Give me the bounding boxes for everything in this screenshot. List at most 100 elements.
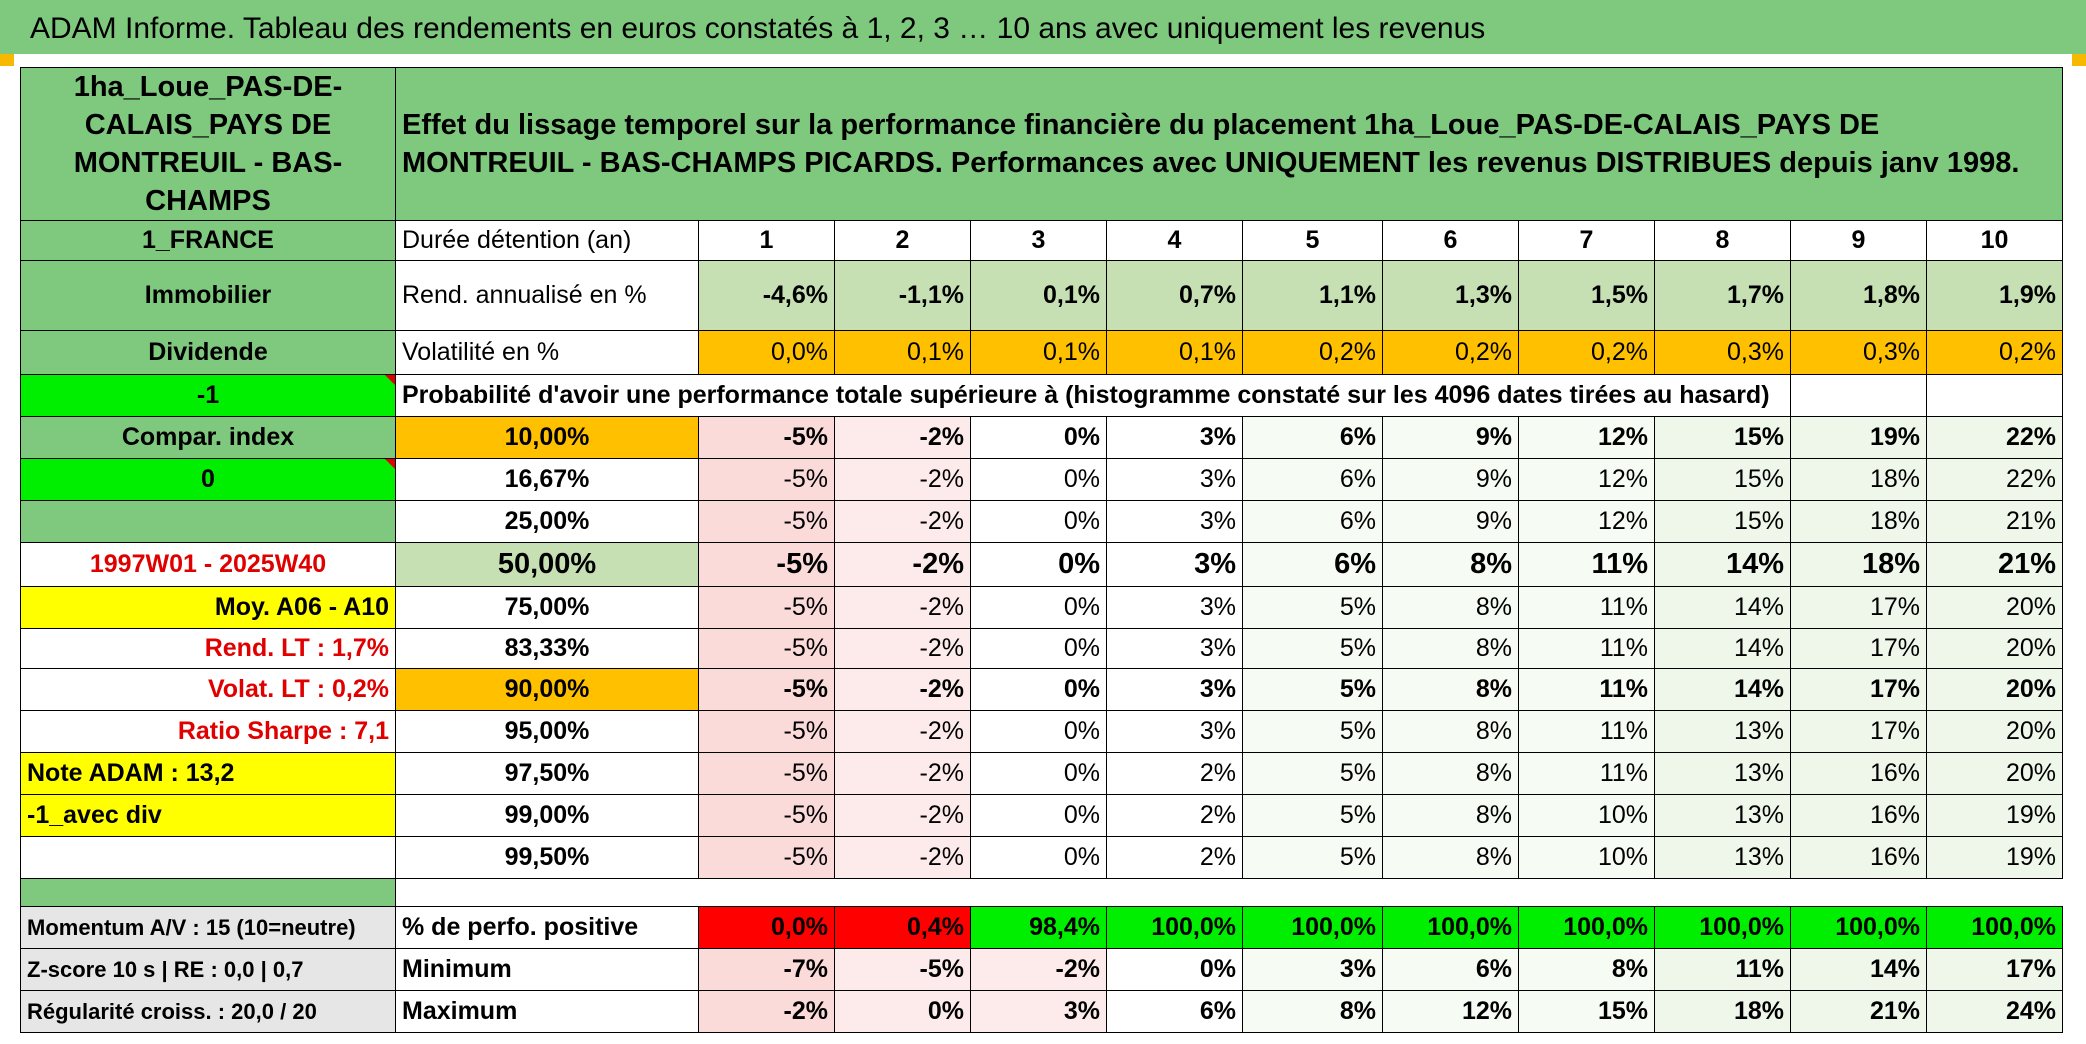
percentile-value: -2% xyxy=(834,668,971,711)
min-value: 6% xyxy=(1382,948,1519,991)
maximum-label: Maximum xyxy=(395,990,699,1033)
year-header-1: 1 xyxy=(698,220,835,261)
empty-cell xyxy=(20,836,396,879)
adam-score-cell: Note ADAM : 13,2 xyxy=(20,752,396,795)
percentile-value: 0% xyxy=(970,500,1107,543)
percentile-value: 0% xyxy=(970,752,1107,795)
max-value: 21% xyxy=(1790,990,1927,1033)
rend-value: 1,7% xyxy=(1654,260,1791,331)
percentile-value: -2% xyxy=(834,586,971,629)
volatility-value: 0,1% xyxy=(970,330,1107,375)
percentile-value: 5% xyxy=(1242,668,1383,711)
percentile-value: -2% xyxy=(834,794,971,837)
min-value: 3% xyxy=(1242,948,1383,991)
year-header-7: 7 xyxy=(1518,220,1655,261)
percentile-value: 0% xyxy=(970,668,1107,711)
max-value: 6% xyxy=(1106,990,1243,1033)
volatility-value: 0,2% xyxy=(1518,330,1655,375)
percentile-value: 12% xyxy=(1518,458,1655,501)
percentile-value: 5% xyxy=(1242,586,1383,629)
min-value: -2% xyxy=(970,948,1107,991)
corner-mark-right xyxy=(2072,54,2086,66)
percentile-value: 8% xyxy=(1382,668,1519,711)
percentile-value: 22% xyxy=(1926,416,2063,459)
percentile-value: 8% xyxy=(1382,586,1519,629)
volatility-value: 0,1% xyxy=(834,330,971,375)
volatility-value: 0,3% xyxy=(1654,330,1791,375)
percentile-value: 15% xyxy=(1654,500,1791,543)
pos-value: 100,0% xyxy=(1106,906,1243,949)
percentile-value: -5% xyxy=(698,710,835,753)
percentile-value: 14% xyxy=(1654,542,1791,587)
percentile-value: 18% xyxy=(1790,500,1927,543)
percentile-value: 19% xyxy=(1926,794,2063,837)
percentile-value: 14% xyxy=(1654,628,1791,669)
rend-value: 1,9% xyxy=(1926,260,2063,331)
rend-value: 1,1% xyxy=(1242,260,1383,331)
percentile-value: 8% xyxy=(1382,710,1519,753)
max-value: -2% xyxy=(698,990,835,1033)
percentile-value: 18% xyxy=(1790,458,1927,501)
percentile-value: 8% xyxy=(1382,542,1519,587)
table-header-text: Effet du lissage temporel sur la perform… xyxy=(395,67,2063,221)
percentile-value: 2% xyxy=(1106,752,1243,795)
percentile-label: 90,00% xyxy=(395,668,699,711)
rend-value: 1,3% xyxy=(1382,260,1519,331)
probability-label: Probabilité d'avoir une performance tota… xyxy=(395,374,1791,417)
percentile-value: 0% xyxy=(970,542,1107,587)
long-term-return-cell: Rend. LT : 1,7% xyxy=(20,628,396,669)
percentile-value: 20% xyxy=(1926,710,2063,753)
min-value: -5% xyxy=(834,948,971,991)
percentile-value: 11% xyxy=(1518,628,1655,669)
percentile-label: 16,67% xyxy=(395,458,699,501)
percentile-value: 10% xyxy=(1518,794,1655,837)
percentile-value: -5% xyxy=(698,542,835,587)
percentile-value: 12% xyxy=(1518,500,1655,543)
percentile-value: 9% xyxy=(1382,500,1519,543)
report-title: ADAM Informe. Tableau des rendements en … xyxy=(0,0,2086,54)
percentile-value: -5% xyxy=(698,586,835,629)
percentile-value: 13% xyxy=(1654,794,1791,837)
percentile-value: 13% xyxy=(1654,752,1791,795)
long-term-volatility-cell: Volat. LT : 0,2% xyxy=(20,668,396,711)
rend-value: -4,6% xyxy=(698,260,835,331)
year-header-4: 4 xyxy=(1106,220,1243,261)
percentile-value: 16% xyxy=(1790,794,1927,837)
pos-value: 100,0% xyxy=(1654,906,1791,949)
sharpe-ratio-cell: Ratio Sharpe : 7,1 xyxy=(20,710,396,753)
pos-value: 98,4% xyxy=(970,906,1107,949)
max-value: 3% xyxy=(970,990,1107,1033)
percentile-value: 13% xyxy=(1654,710,1791,753)
max-value: 15% xyxy=(1518,990,1655,1033)
percentile-value: 15% xyxy=(1654,416,1791,459)
percentile-value: -2% xyxy=(834,752,971,795)
percentile-value: 6% xyxy=(1242,458,1383,501)
percentile-value: -5% xyxy=(698,752,835,795)
percentile-value: 2% xyxy=(1106,836,1243,879)
percentile-value: -5% xyxy=(698,794,835,837)
percentile-value: 6% xyxy=(1242,542,1383,587)
percentile-value: 0% xyxy=(970,586,1107,629)
asset-name-cell: 1ha_Loue_PAS-DE-CALAIS_PAYS DE MONTREUIL… xyxy=(20,67,396,221)
percentile-value: -2% xyxy=(834,416,971,459)
percentile-value: 11% xyxy=(1518,586,1655,629)
percentile-label: 83,33% xyxy=(395,628,699,669)
percentile-value: 17% xyxy=(1790,628,1927,669)
percentile-value: 11% xyxy=(1518,668,1655,711)
max-value: 0% xyxy=(834,990,971,1033)
percentile-value: 20% xyxy=(1926,628,2063,669)
year-header-5: 5 xyxy=(1242,220,1383,261)
empty-green-cell xyxy=(20,500,396,543)
percentile-value: 10% xyxy=(1518,836,1655,879)
percentile-value: 21% xyxy=(1926,542,2063,587)
percentile-value: 15% xyxy=(1654,458,1791,501)
percentile-value: 8% xyxy=(1382,836,1519,879)
percentile-value: 11% xyxy=(1518,542,1655,587)
percentile-value: 17% xyxy=(1790,586,1927,629)
max-value: 8% xyxy=(1242,990,1383,1033)
rend-value: 0,7% xyxy=(1106,260,1243,331)
volatility-label: Volatilité en % xyxy=(395,330,699,375)
duration-label: Durée détention (an) xyxy=(395,220,699,261)
pos-value: 100,0% xyxy=(1926,906,2063,949)
momentum-cell: Momentum A/V : 15 (10=neutre) xyxy=(20,906,396,949)
